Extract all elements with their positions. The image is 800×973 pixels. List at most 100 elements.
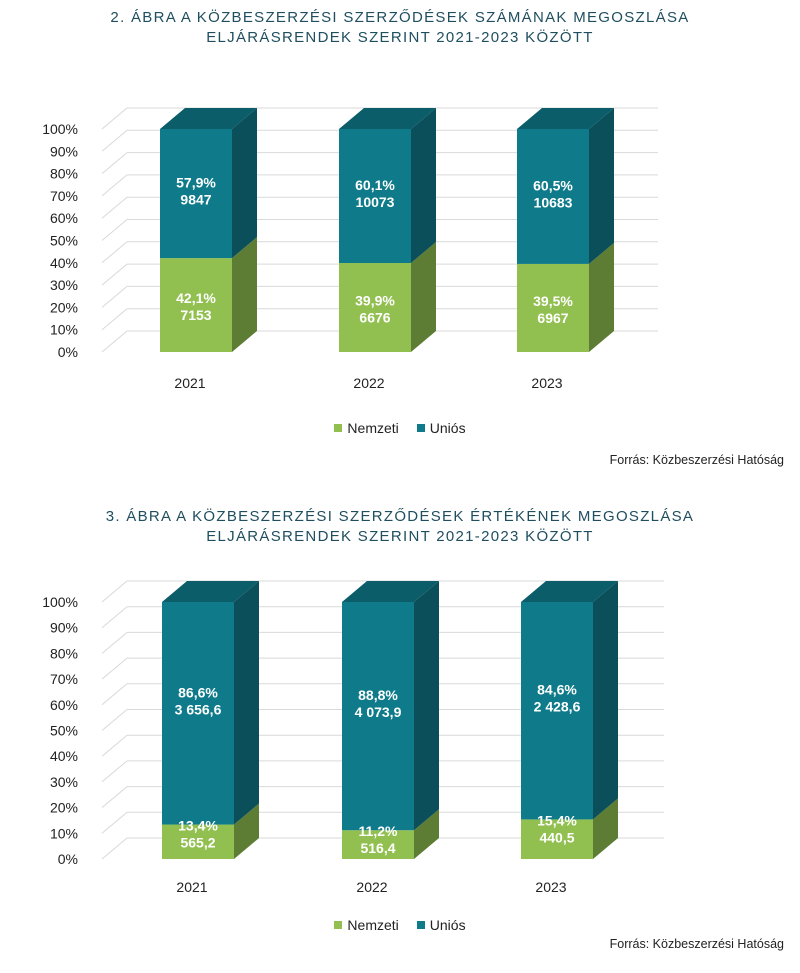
data-label-unios-pct: 57,9% (176, 175, 216, 191)
data-label-nemzeti-value: 516,4 (360, 840, 395, 856)
y-tick-label: 10% (50, 825, 78, 841)
y-tick-label: 60% (50, 210, 78, 226)
legend: Nemzeti Uniós (0, 917, 800, 933)
bar-stack-2021: 13,4%565,2 86,6%3 656,6 (162, 581, 259, 859)
legend-item-nemzeti: Nemzeti (334, 917, 399, 933)
bar-unios-2021 (162, 602, 234, 825)
chart-plot: 0% 10% 20% 30% 40% 50% 60% 70% 80% 90% 100% 42,1%71… (42, 107, 658, 391)
y-tick-label: 80% (50, 645, 78, 661)
bar-unios-side-2023 (589, 108, 614, 264)
bar-unios-side-2021 (234, 581, 259, 825)
data-label-nemzeti-value: 440,5 (539, 829, 574, 845)
gridline-diagonal (101, 129, 128, 152)
bar-unios-side-2021 (232, 108, 257, 259)
y-tick-label: 30% (50, 774, 78, 790)
legend-swatch-nemzeti (334, 424, 343, 432)
gridline-diagonal (101, 152, 128, 174)
legend-item-unios: Uniós (416, 420, 466, 436)
gridline-diagonal (101, 683, 128, 706)
gridline-diagonal (101, 760, 128, 783)
gridline-diagonal (101, 330, 128, 353)
data-label-unios-value: 4 073,9 (355, 704, 402, 720)
y-tick-label: 40% (50, 255, 78, 271)
data-label-unios-value: 3 656,6 (175, 701, 222, 717)
y-tick-label: 60% (50, 697, 78, 713)
gridline-diagonal (101, 786, 128, 808)
legend-swatch-unios (416, 424, 425, 432)
legend-item-unios: Uniós (416, 917, 466, 933)
y-tick-label: 70% (50, 188, 78, 204)
data-label-nemzeti-pct: 13,4% (178, 818, 218, 834)
data-label-nemzeti-pct: 39,9% (355, 293, 395, 309)
gridline-diagonal (101, 286, 128, 308)
y-tick-label: 0% (58, 851, 78, 867)
gridline-diagonal (101, 219, 128, 241)
bar-unios-side-2023 (593, 581, 618, 820)
bar-unios-side-2022 (414, 581, 439, 831)
bar-nemzeti-2022 (342, 830, 414, 859)
legend-swatch-unios (416, 921, 425, 929)
x-tick-label: 2022 (353, 375, 384, 391)
data-label-nemzeti-pct: 39,5% (533, 293, 573, 309)
gridline-diagonal (101, 107, 128, 130)
chart-plot: 0% 10% 20% 30% 40% 50% 60% 70% 80% 90% 100% 13,4%56… (42, 580, 664, 895)
legend: Nemzeti Uniós (0, 420, 800, 436)
x-tick-label: 2023 (535, 879, 566, 895)
bar-unios-2023 (521, 602, 593, 820)
gridline-diagonal (101, 657, 128, 680)
bar-top-2021 (160, 108, 257, 129)
data-label-nemzeti-value: 6676 (359, 310, 390, 326)
data-label-nemzeti-value: 7153 (180, 307, 211, 323)
bar-unios-2022 (342, 602, 414, 831)
y-tick-label: 0% (58, 344, 78, 360)
bar-nemzeti-2023 (521, 819, 593, 859)
data-label-nemzeti-pct: 42,1% (176, 290, 216, 306)
legend-label-nemzeti: Nemzeti (347, 420, 399, 436)
source-note: Forrás: Közbeszerzési Hatóság (609, 937, 784, 951)
legend-label-nemzeti: Nemzeti (347, 917, 399, 933)
data-label-unios-value: 9847 (180, 192, 211, 208)
bar-nemzeti-side-2023 (593, 798, 618, 859)
bar-stack-2021: 42,1%7153 57,9%9847 (160, 108, 257, 352)
bar-top-2023 (521, 581, 618, 602)
chart-title-line2: ELJÁRÁSRENDEK SZERINT 2021-2023 KÖZÖTT (206, 528, 594, 545)
legend-label-unios: Uniós (429, 917, 466, 933)
x-tick-label: 2022 (356, 879, 387, 895)
chart-contract-count: 2. ÁBRA A KÖZBESZERZÉSI SZERZŐDÉSEK SZÁM… (0, 0, 800, 486)
bar-stack-2022: 39,9%6676 60,1%10073 (339, 108, 436, 352)
gridline-diagonal (101, 241, 128, 264)
bar-nemzeti-side-2021 (232, 237, 257, 352)
gridline-diagonal (101, 174, 128, 197)
bar-nemzeti-side-2022 (414, 809, 439, 859)
y-tick-label: 80% (50, 166, 78, 182)
y-tick-label: 90% (50, 143, 78, 159)
data-label-nemzeti-value: 565,2 (180, 835, 215, 851)
y-tick-label: 50% (50, 233, 78, 249)
gridline-diagonal (101, 580, 128, 603)
bar-top-2021 (162, 581, 259, 602)
legend-label-unios: Uniós (429, 420, 466, 436)
bar-nemzeti-2022 (339, 263, 411, 352)
gridline-diagonal (101, 632, 128, 654)
data-label-nemzeti-pct: 15,4% (537, 812, 577, 828)
y-tick-label: 40% (50, 748, 78, 764)
legend-item-nemzeti: Nemzeti (334, 420, 399, 436)
bar-nemzeti-side-2023 (589, 242, 614, 352)
y-tick-label: 100% (42, 594, 78, 610)
data-label-unios-value: 2 428,6 (534, 699, 581, 715)
gridline-diagonal (101, 811, 128, 834)
data-label-unios-value: 10073 (356, 194, 395, 210)
gridline-diagonal (101, 606, 128, 629)
bar-nemzeti-side-2022 (411, 242, 436, 352)
bar-stack-2023: 15,4%440,5 84,6%2 428,6 (521, 581, 618, 859)
gridline-diagonal (101, 837, 128, 860)
chart-title: 3. ÁBRA A KÖZBESZERZÉSI SZERZŐDÉSEK ÉRTÉ… (0, 507, 800, 547)
data-label-unios-pct: 88,8% (358, 687, 398, 703)
y-tick-label: 30% (50, 277, 78, 293)
x-tick-label: 2021 (176, 879, 207, 895)
bar-top-2022 (342, 581, 439, 602)
y-tick-label: 90% (50, 620, 78, 636)
gridline-diagonal (101, 734, 128, 757)
data-label-unios-pct: 84,6% (537, 682, 577, 698)
chart-contract-value: 3. ÁBRA A KÖZBESZERZÉSI SZERZŐDÉSEK ÉRTÉ… (0, 486, 800, 973)
